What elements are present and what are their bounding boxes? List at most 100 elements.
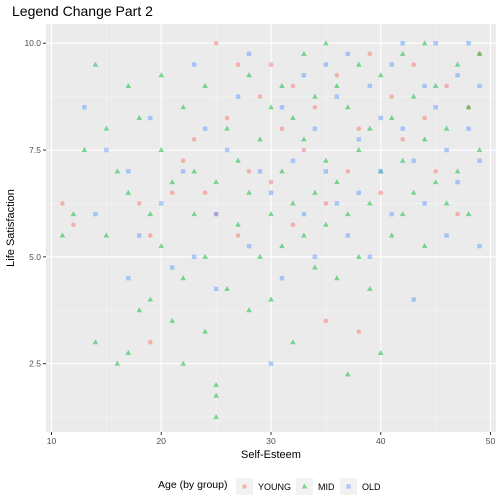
point-young <box>356 126 362 131</box>
point-old <box>389 62 394 67</box>
point-old <box>367 254 372 260</box>
point-old <box>202 126 208 131</box>
point-mid <box>345 211 351 217</box>
x-tick-label: 30 <box>266 436 276 446</box>
point-mid <box>421 243 428 249</box>
data-points <box>59 40 483 420</box>
point-mid <box>169 179 176 185</box>
point-mid <box>125 82 132 88</box>
point-old <box>411 297 416 302</box>
point-mid <box>147 211 154 217</box>
point-old <box>246 243 252 249</box>
point-mid <box>465 211 472 217</box>
point-mid <box>180 360 186 366</box>
point-young <box>279 126 285 131</box>
point-young <box>367 51 373 57</box>
y-tick-label: 5.0 <box>29 252 41 262</box>
point-mid <box>312 264 318 270</box>
point-old <box>301 211 307 217</box>
point-old <box>312 126 318 131</box>
point-mid <box>268 211 274 217</box>
point-mid <box>158 147 165 153</box>
point-old <box>246 51 252 57</box>
point-young <box>257 94 263 99</box>
point-mid <box>213 179 219 185</box>
point-mid <box>125 189 132 195</box>
point-mid <box>279 168 285 174</box>
x-tick-label: 50 <box>486 436 496 446</box>
point-old <box>159 201 164 206</box>
point-young <box>400 137 406 142</box>
point-mid <box>169 317 176 323</box>
point-young <box>455 211 460 217</box>
point-old <box>180 169 186 174</box>
point-mid <box>147 296 154 302</box>
point-old <box>455 179 460 185</box>
point-old <box>477 83 482 89</box>
point-young <box>224 115 230 121</box>
point-old <box>378 169 383 174</box>
legend-symbol-old <box>346 484 351 489</box>
point-old <box>466 126 471 131</box>
point-mid <box>202 82 208 88</box>
point-mid <box>399 211 406 217</box>
point-mid <box>312 93 318 99</box>
point-mid <box>202 253 208 259</box>
x-tick-label: 10 <box>47 436 57 446</box>
point-old <box>334 201 340 206</box>
point-old <box>422 83 427 89</box>
point-old <box>400 126 405 131</box>
point-old <box>279 275 285 281</box>
point-old <box>477 158 482 163</box>
point-mid <box>136 307 143 313</box>
point-young <box>147 233 153 238</box>
point-old <box>422 201 427 206</box>
point-mid <box>180 275 186 281</box>
point-mid <box>465 104 472 110</box>
point-mid <box>345 104 351 110</box>
point-mid <box>345 371 351 377</box>
point-young <box>71 222 76 228</box>
point-young <box>356 329 362 334</box>
y-tick-label: 2.5 <box>29 359 41 369</box>
legend-label-old: OLD <box>362 482 381 492</box>
point-old <box>224 147 230 153</box>
y-tick-label: 7.5 <box>29 145 41 155</box>
point-mid <box>235 157 241 163</box>
point-old <box>323 169 329 174</box>
point-young <box>268 62 274 67</box>
point-old <box>191 254 197 260</box>
point-mid <box>158 72 165 78</box>
point-mid <box>246 307 252 313</box>
point-old <box>323 62 329 67</box>
point-mid <box>377 349 384 355</box>
point-mid <box>334 82 340 88</box>
point-mid <box>323 157 329 163</box>
point-young <box>147 339 153 345</box>
point-mid <box>246 189 252 195</box>
x-axis-title: Self-Esteem <box>241 449 301 461</box>
point-mid <box>103 232 110 238</box>
point-old <box>455 73 460 78</box>
point-mid <box>268 104 274 110</box>
legend-label-mid: MID <box>318 482 335 492</box>
point-young <box>235 233 241 238</box>
point-young <box>411 62 416 67</box>
point-mid <box>125 349 132 355</box>
point-mid <box>81 147 88 153</box>
point-mid <box>246 72 252 78</box>
point-mid <box>224 285 230 291</box>
point-mid <box>388 232 395 238</box>
legend-title: Age (by group) <box>158 479 227 491</box>
point-young <box>422 115 427 121</box>
point-old <box>93 211 98 217</box>
point-old <box>444 147 449 153</box>
point-mid <box>92 61 99 67</box>
point-old <box>279 105 285 110</box>
point-old <box>235 94 241 99</box>
point-young <box>323 318 329 324</box>
point-old <box>191 62 197 67</box>
point-young <box>389 94 395 99</box>
point-mid <box>301 136 307 142</box>
point-old <box>290 158 296 163</box>
